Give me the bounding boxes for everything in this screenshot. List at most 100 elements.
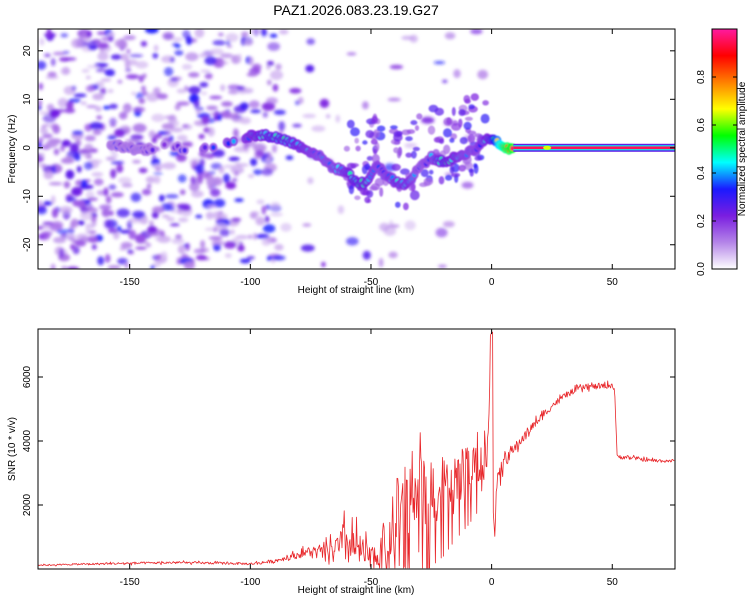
ridge-side-lobe — [467, 130, 477, 135]
ridge-side-lobe — [409, 190, 420, 201]
noise-blob — [204, 72, 213, 80]
tone-core — [513, 146, 675, 150]
noise-blob — [127, 250, 135, 255]
ridge-side-lobe — [428, 169, 434, 175]
noise-blob — [138, 75, 144, 83]
noise-blob — [170, 209, 184, 214]
noise-blob — [270, 212, 283, 217]
ridge-side-lobe — [414, 125, 420, 131]
noise-blob — [153, 44, 159, 52]
ridge-side-lobe — [371, 115, 379, 125]
ridge-side-lobe — [405, 152, 413, 158]
noise-blob — [85, 226, 90, 235]
ridge-side-lobe — [348, 184, 355, 195]
noise-blob — [278, 29, 289, 35]
noise-blob — [176, 101, 190, 106]
noise-blob — [265, 215, 270, 223]
noise-blob — [64, 155, 72, 164]
noise-blob — [274, 244, 284, 251]
noise-blob — [123, 108, 129, 112]
noise-blob — [477, 69, 489, 80]
noise-blob — [57, 97, 69, 108]
noise-blob — [72, 200, 86, 207]
noise-blob — [201, 116, 210, 125]
noise-blob — [275, 63, 282, 70]
noise-blob — [183, 261, 196, 269]
noise-blob — [278, 121, 286, 131]
noise-blob — [91, 244, 97, 250]
noise-blob — [206, 105, 218, 111]
noise-blob — [152, 52, 159, 59]
ridge-side-lobe — [410, 120, 418, 126]
noise-blob — [169, 223, 180, 227]
snr-frame — [37, 328, 676, 570]
colorbar-tick-label: 0.2 — [696, 214, 707, 228]
noise-blob — [470, 29, 483, 35]
noise-blob — [71, 186, 83, 197]
noise-blob — [45, 140, 58, 148]
noise-blob — [379, 222, 390, 232]
noise-blob — [146, 183, 152, 189]
noise-blob — [41, 163, 46, 170]
noise-blob — [442, 221, 455, 228]
ridge-side-lobe — [362, 140, 368, 145]
noise-blob — [302, 223, 312, 227]
colorbar-frame — [711, 28, 738, 270]
noise-blob — [220, 84, 226, 92]
noise-blob — [325, 114, 331, 119]
ridge-side-lobe — [343, 145, 350, 152]
ridge-side-lobe — [390, 125, 398, 130]
noise-blob — [174, 50, 184, 56]
noise-blob — [93, 84, 98, 90]
noise-blob — [266, 79, 272, 86]
noise-blob — [335, 114, 341, 123]
colorbar: 0.0 0.2 0.4 0.6 0.8 Normalized spectral ampl… — [696, 28, 748, 276]
noise-blob — [230, 166, 244, 174]
noise-blob — [161, 123, 175, 130]
noise-blob — [40, 127, 49, 135]
spectrogram-frame — [37, 28, 676, 270]
noise-blob — [43, 170, 54, 180]
noise-blob — [280, 222, 292, 232]
x-tick-label: 0 — [489, 277, 495, 288]
noise-blob — [285, 155, 294, 160]
noise-blob — [433, 61, 446, 65]
noise-blob — [253, 232, 258, 240]
ridge-side-lobe — [364, 163, 371, 170]
ridge-side-lobe — [438, 176, 445, 185]
noise-blob — [86, 30, 92, 38]
colorbar-tick-label: 0.0 — [696, 262, 707, 276]
noise-blob — [60, 33, 69, 38]
noise-blob — [114, 128, 125, 137]
noise-blob — [97, 52, 109, 61]
noise-blob — [70, 244, 76, 250]
noise-blob — [48, 182, 63, 186]
y-tick-label: -20 — [22, 237, 33, 252]
noise-blob — [45, 75, 59, 80]
ridge-side-lobe — [354, 137, 360, 144]
noise-blob — [176, 88, 187, 94]
ridge-side-lobe — [459, 137, 468, 145]
noise-blob — [118, 177, 132, 184]
noise-blob — [152, 153, 157, 163]
noise-blob — [246, 256, 255, 260]
noise-blob — [272, 144, 277, 153]
noise-blob — [421, 116, 435, 124]
noise-blob — [116, 164, 124, 173]
noise-blob — [170, 127, 184, 133]
noise-blob — [92, 93, 104, 101]
noise-blob — [266, 60, 274, 66]
noise-blob — [153, 88, 160, 93]
noise-blob — [130, 134, 144, 141]
ridge-side-lobe — [373, 129, 380, 138]
noise-blob — [125, 59, 138, 66]
noise-blob — [239, 117, 251, 125]
noise-blob — [134, 233, 146, 244]
noise-blob — [302, 113, 317, 119]
ridge-side-lobe — [446, 117, 452, 125]
noise-blob — [164, 67, 174, 77]
x-tick-label: 50 — [607, 277, 619, 288]
noise-blob — [219, 228, 231, 237]
noise-blob — [105, 195, 112, 204]
noise-blob — [117, 226, 122, 232]
